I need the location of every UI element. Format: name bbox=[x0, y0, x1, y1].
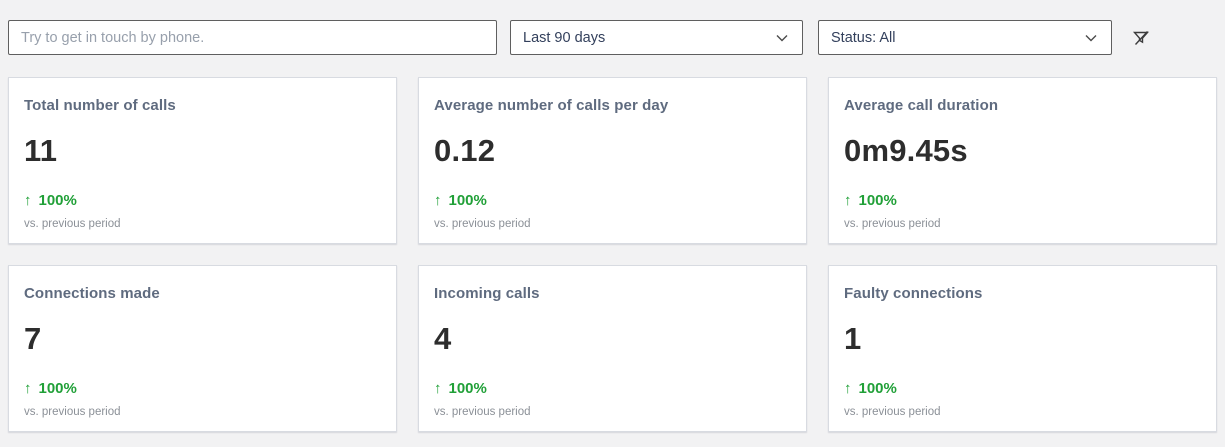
card-compare-label: vs. previous period bbox=[844, 406, 941, 418]
status-select[interactable]: Status: All bbox=[818, 20, 1112, 55]
card-compare-label: vs. previous period bbox=[434, 406, 531, 418]
trend-up-arrow-icon: ↑ bbox=[434, 380, 442, 397]
trend-change: 100% bbox=[448, 192, 487, 209]
period-select-value: Last 90 days bbox=[523, 29, 606, 46]
trend-change: 100% bbox=[858, 380, 897, 397]
stat-card-avg-call-duration: Average call duration 0m9.45s ↑ 100% vs.… bbox=[828, 77, 1217, 244]
trend-up-arrow-icon: ↑ bbox=[844, 192, 852, 209]
trend-up-arrow-icon: ↑ bbox=[434, 192, 442, 209]
card-compare-label: vs. previous period bbox=[24, 406, 121, 418]
card-value: 4 bbox=[434, 321, 452, 356]
card-value: 1 bbox=[844, 321, 862, 356]
trend-change: 100% bbox=[448, 380, 487, 397]
card-compare-label: vs. previous period bbox=[434, 218, 531, 230]
stat-card-incoming-calls: Incoming calls 4 ↑ 100% vs. previous per… bbox=[418, 265, 807, 432]
search-input[interactable] bbox=[8, 20, 497, 55]
trend-up-arrow-icon: ↑ bbox=[844, 380, 852, 397]
card-value: 7 bbox=[24, 321, 42, 356]
card-trend: ↑ 100% bbox=[434, 192, 790, 209]
stat-card-total-calls: Total number of calls 11 ↑ 100% vs. prev… bbox=[8, 77, 397, 244]
status-select-value: Status: All bbox=[831, 29, 896, 46]
card-trend: ↑ 100% bbox=[844, 192, 1200, 209]
trend-up-arrow-icon: ↑ bbox=[24, 380, 32, 397]
card-trend: ↑ 100% bbox=[844, 380, 1200, 397]
card-compare-label: vs. previous period bbox=[844, 218, 941, 230]
card-trend: ↑ 100% bbox=[434, 380, 790, 397]
card-value: 0.12 bbox=[434, 133, 496, 168]
clear-filter-icon bbox=[1132, 31, 1150, 45]
trend-change: 100% bbox=[38, 192, 77, 209]
trend-change: 100% bbox=[858, 192, 897, 209]
trend-change: 100% bbox=[38, 380, 77, 397]
card-value: 0m9.45s bbox=[844, 133, 968, 168]
chevron-down-icon bbox=[776, 34, 788, 41]
stat-card-avg-calls-per-day: Average number of calls per day 0.12 ↑ 1… bbox=[418, 77, 807, 244]
stat-card-connections-made: Connections made 7 ↑ 100% vs. previous p… bbox=[8, 265, 397, 432]
card-compare-label: vs. previous period bbox=[24, 218, 121, 230]
card-trend: ↑ 100% bbox=[24, 192, 380, 209]
card-title: Average number of calls per day bbox=[434, 97, 669, 114]
card-title: Incoming calls bbox=[434, 285, 540, 302]
trend-up-arrow-icon: ↑ bbox=[24, 192, 32, 209]
card-title: Average call duration bbox=[844, 97, 999, 114]
period-select[interactable]: Last 90 days bbox=[510, 20, 803, 55]
chevron-down-icon bbox=[1085, 34, 1097, 41]
card-title: Connections made bbox=[24, 285, 160, 302]
card-trend: ↑ 100% bbox=[24, 380, 380, 397]
clear-filter-button[interactable] bbox=[1128, 26, 1154, 50]
card-title: Total number of calls bbox=[24, 97, 176, 114]
stat-card-faulty-connections: Faulty connections 1 ↑ 100% vs. previous… bbox=[828, 265, 1217, 432]
card-title: Faulty connections bbox=[844, 285, 983, 302]
card-value: 11 bbox=[24, 133, 58, 168]
